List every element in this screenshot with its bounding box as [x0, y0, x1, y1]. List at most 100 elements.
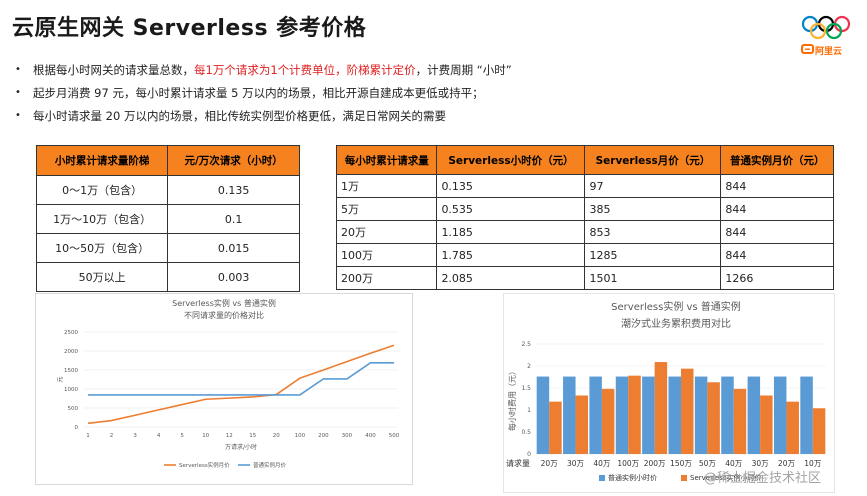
x-tick-label: 400: [365, 433, 376, 439]
x-tick-label: 2: [110, 433, 114, 439]
x-tick-label: 12: [226, 433, 233, 439]
x-tick-label: 300: [342, 433, 353, 439]
table-cell: 100万: [337, 244, 437, 267]
table-row: 1万～10万（包含）0.1: [37, 205, 300, 234]
y-tick-label: 2000: [64, 349, 78, 355]
x-tick-label: 4: [157, 433, 161, 439]
legend-swatch: [681, 475, 687, 481]
y-tick-label: 0.5: [521, 429, 531, 436]
table-header: Serverless月价（元）: [585, 146, 721, 175]
table-cell: 0.015: [168, 234, 300, 263]
bar: [537, 377, 550, 454]
table-cell: 1.785: [437, 244, 585, 267]
x-tick-label: 100: [295, 433, 306, 439]
x-tick-label: 200万: [644, 459, 666, 468]
bar: [734, 389, 747, 454]
table-header: 每小时累计请求量: [337, 146, 437, 175]
bullet-text: 根据每小时网关的请求量总数，: [33, 63, 194, 77]
x-tick-label: 1: [86, 433, 90, 439]
x-tick-label: 500: [389, 433, 400, 439]
table-cell: 20万: [337, 221, 437, 244]
y-tick-label: 1.5: [521, 385, 531, 392]
price-comparison-table: 每小时累计请求量 Serverless小时价（元） Serverless月价（元…: [336, 145, 834, 290]
bar: [616, 377, 629, 454]
table-cell: 844: [721, 175, 834, 198]
bar: [655, 362, 668, 454]
bar: [549, 402, 562, 454]
table-cell: 385: [585, 198, 721, 221]
table-cell: 1万: [337, 175, 437, 198]
table-cell: 10～50万（包含）: [37, 234, 168, 263]
watermark: @稀土掘金技术社区: [704, 467, 821, 486]
legend-label: 普通实例月价: [253, 461, 287, 469]
bar: [576, 395, 589, 454]
x-tick-label: 100万: [617, 459, 639, 468]
y-tick-label: 1000: [64, 387, 78, 393]
bar-chart: Serverless实例 vs 普通实例潮汐式业务累积费用对比00.511.52…: [504, 294, 834, 492]
bar: [669, 377, 682, 454]
table-cell: 97: [585, 175, 721, 198]
y-tick-label: 2: [527, 363, 531, 370]
table-cell: 853: [585, 221, 721, 244]
table-header: 小时累计请求量阶梯: [37, 146, 168, 176]
x-tick-label: 20: [273, 433, 280, 439]
bullet-dot-icon: •: [15, 108, 33, 124]
bullet-dot-icon: •: [15, 62, 33, 78]
x-axis-label: 万请求/小时: [225, 443, 257, 451]
bar: [760, 395, 773, 454]
table-cell: 1.185: [437, 221, 585, 244]
bullet-text: 起步月消费 97 元，每小时累计请求量 5 万以内的场景，相比开源自建成本更低或…: [33, 85, 484, 101]
legend-label: 普通实例小时价: [608, 473, 657, 482]
y-tick-label: 0: [527, 451, 531, 458]
table-row: 0～1万（包含）0.135: [37, 176, 300, 205]
y-axis-label: 每小时费用（元）: [507, 367, 517, 431]
table-cell: 844: [721, 221, 834, 244]
y-tick-label: 1: [527, 407, 531, 414]
table-cell: 1266: [721, 267, 834, 290]
y-axis-label: 元: [57, 376, 64, 382]
y-tick-label: 2.5: [521, 341, 531, 348]
bar: [813, 408, 826, 454]
table-cell: 200万: [337, 267, 437, 290]
table-cell: 2.085: [437, 267, 585, 290]
bullet-3: • 每小时请求量 20 万以内的场景，相比传统实例型价格更低，满足日常网关的需要: [15, 108, 775, 131]
bar: [695, 377, 708, 454]
series-line: [88, 363, 394, 395]
bullet-1: • 根据每小时网关的请求量总数，每1万个请求为1个计费单位，阶梯累计定价，计费周…: [15, 62, 775, 85]
bullet-text: ，计费周期 “小时”: [416, 63, 512, 77]
chart-title: Serverless实例 vs 普通实例: [172, 298, 276, 308]
table-cell: 5万: [337, 198, 437, 221]
bullet-2: • 起步月消费 97 元，每小时累计请求量 5 万以内的场景，相比开源自建成本更…: [15, 85, 775, 108]
bar: [563, 377, 576, 454]
table-cell: 1万～10万（包含）: [37, 205, 168, 234]
bullet-highlight: 每1万个请求为1个计费单位，阶梯累计定价: [194, 63, 416, 77]
table-cell: 1285: [585, 244, 721, 267]
tier-price-table: 小时累计请求量阶梯 元/万次请求（小时） 0～1万（包含）0.135 1万～10…: [36, 145, 300, 292]
bar: [628, 376, 641, 454]
bullet-text: 每小时请求量 20 万以内的场景，相比传统实例型价格更低，满足日常网关的需要: [33, 108, 446, 124]
chart-subtitle: 不同请求量的价格对比: [184, 310, 264, 320]
chart-subtitle: 潮汐式业务累积费用对比: [621, 317, 731, 330]
y-tick-label: 1500: [64, 368, 78, 374]
bar: [786, 402, 799, 454]
x-tick-label: 10: [202, 433, 209, 439]
page-title: 云原生网关 Serverless 参考价格: [12, 10, 366, 42]
table-cell: 0.135: [168, 176, 300, 205]
bar: [707, 382, 720, 454]
logo: 阿里云: [795, 8, 857, 70]
x-tick-label: 20万: [541, 459, 559, 468]
x-tick-label: 3: [133, 433, 137, 439]
legend-label: Serverless实例月价: [179, 461, 230, 469]
bar: [681, 369, 694, 454]
line-chart: Serverless实例 vs 普通实例不同请求量的价格对比0500100015…: [36, 294, 412, 484]
y-tick-label: 2500: [64, 330, 78, 336]
x-tick-label: 15: [249, 433, 256, 439]
table-header: 元/万次请求（小时）: [168, 146, 300, 176]
